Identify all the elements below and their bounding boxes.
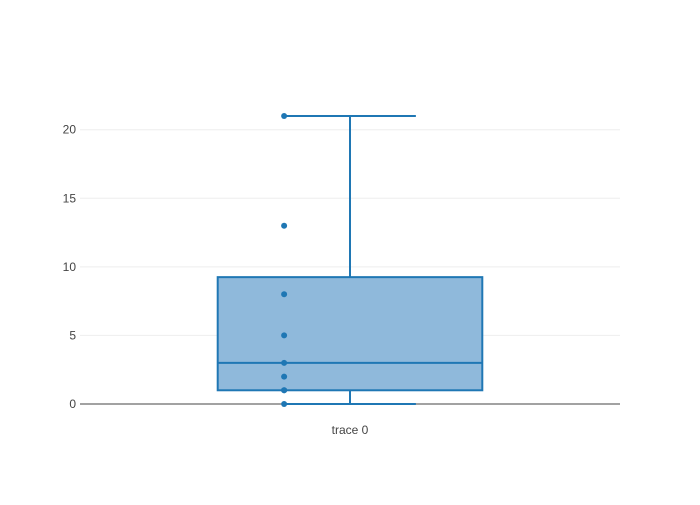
data-point-2 [281,387,288,394]
y-tick-labels: 0 5 10 15 20 [63,123,77,411]
box-trace[interactable] [216,115,484,405]
y-tick-label-5: 5 [69,328,76,342]
data-point-8 [281,113,288,120]
y-tick-label-10: 10 [63,260,77,274]
box-iqr[interactable] [216,276,484,392]
data-point-0 [281,400,288,407]
data-point-6 [281,291,288,298]
data-point-3 [281,373,288,380]
x-tick-labels: trace 0 [332,423,369,437]
data-point-7 [281,222,288,229]
data-point-5 [281,332,288,339]
y-tick-label-20: 20 [63,123,77,137]
data-points [281,113,288,407]
y-tick-label-0: 0 [69,397,76,411]
x-tick-label-0: trace 0 [332,423,369,437]
y-tick-label-15: 15 [63,191,77,205]
data-point-4 [281,359,288,366]
